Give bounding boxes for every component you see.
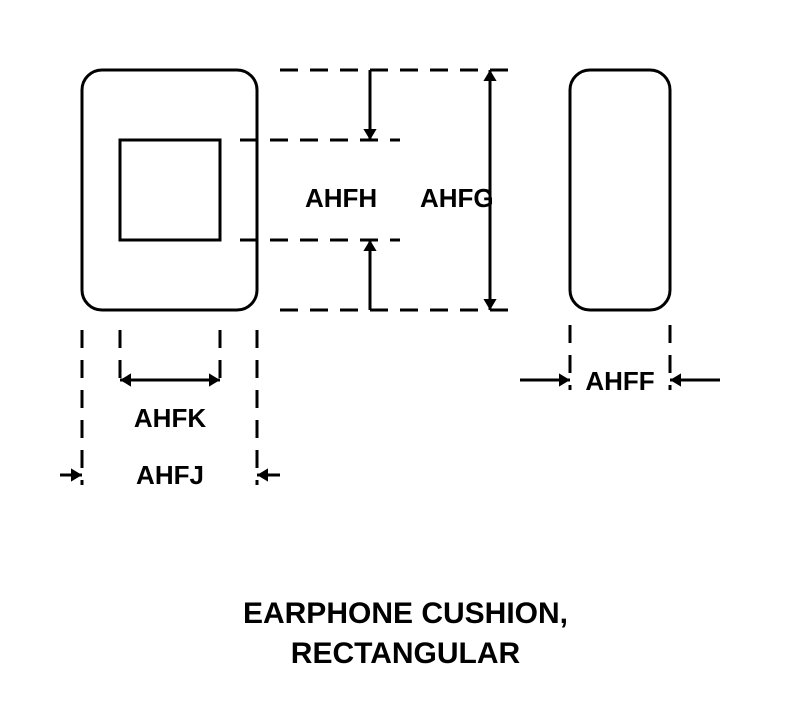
- svg-text:AHFK: AHFK: [134, 403, 206, 433]
- svg-text:AHFJ: AHFJ: [136, 460, 204, 490]
- svg-text:AHFF: AHFF: [585, 366, 654, 396]
- title-line-2: RECTANGULAR: [0, 637, 811, 671]
- title-line-1: EARPHONE CUSHION,: [0, 597, 811, 631]
- svg-text:AHFG: AHFG: [420, 183, 494, 213]
- svg-text:AHFH: AHFH: [305, 183, 377, 213]
